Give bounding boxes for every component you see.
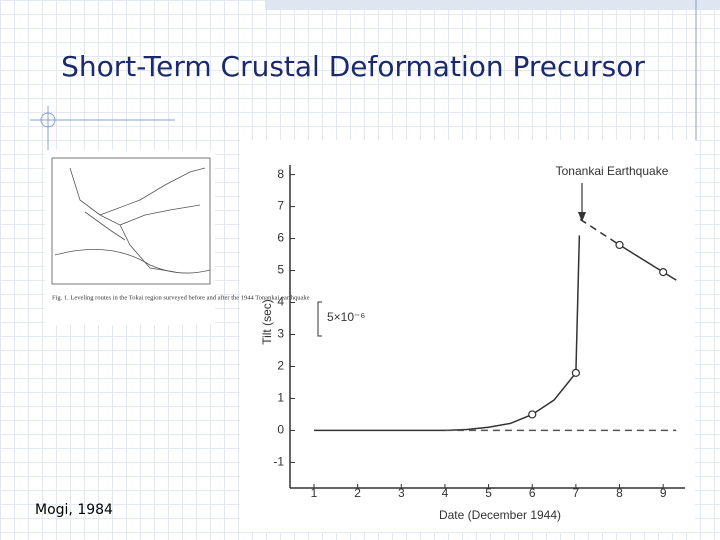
- x-tick-label: 7: [573, 486, 580, 500]
- scale-bracket: [317, 301, 322, 337]
- chart-panel: [240, 140, 695, 532]
- x-tick-label: 1: [311, 486, 318, 500]
- annotation: Tonankai Earthquake: [556, 164, 669, 178]
- y-axis-label: Tilt (sec): [260, 299, 274, 345]
- x-tick-label: 9: [660, 486, 667, 500]
- top-band: [265, 0, 720, 10]
- inset-map: [51, 157, 211, 285]
- x-tick-label: 3: [398, 486, 405, 500]
- decor-circle: [40, 112, 56, 128]
- x-tick-label: 2: [354, 486, 361, 500]
- y-tick-label: 1: [277, 391, 284, 405]
- x-tick-label: 5: [485, 486, 492, 500]
- plot: -1 0 1 2 3 4 5 6 7 8 1 2 3 4 5 6 7 8 9 Date (December 1944)…: [260, 164, 685, 522]
- arrow-head: [578, 212, 586, 222]
- data-point: [615, 240, 624, 250]
- y-tick-label: 0: [277, 423, 284, 437]
- y-tick-label: -1: [273, 455, 284, 469]
- slide-title: Short-Term Crustal Deformation Precursor: [61, 50, 645, 83]
- y-tick-label: 2: [277, 359, 284, 373]
- data-point: [571, 368, 580, 377]
- inset-caption: Fig. 1. Leveling routes in the Tokai reg…: [52, 294, 310, 301]
- y-tick-label: 7: [277, 199, 284, 213]
- x-tick-label: 6: [529, 486, 536, 500]
- citation: Mogi, 1984: [35, 502, 113, 518]
- data-point: [528, 410, 537, 419]
- y-tick-label: 8: [277, 167, 284, 181]
- y-tick-label: 4: [277, 295, 284, 309]
- series-line: [579, 218, 620, 246]
- scale-label: 5×10⁻⁶: [327, 310, 365, 324]
- y-tick-label: 6: [277, 231, 284, 245]
- y-tick-label: 3: [277, 327, 284, 341]
- y-tick-label: 5: [277, 263, 284, 277]
- x-axis-label: Date (December 1944): [439, 508, 561, 522]
- data-point: [659, 268, 668, 277]
- x-tick-label: 4: [442, 486, 449, 500]
- x-tick-label: 8: [616, 486, 623, 500]
